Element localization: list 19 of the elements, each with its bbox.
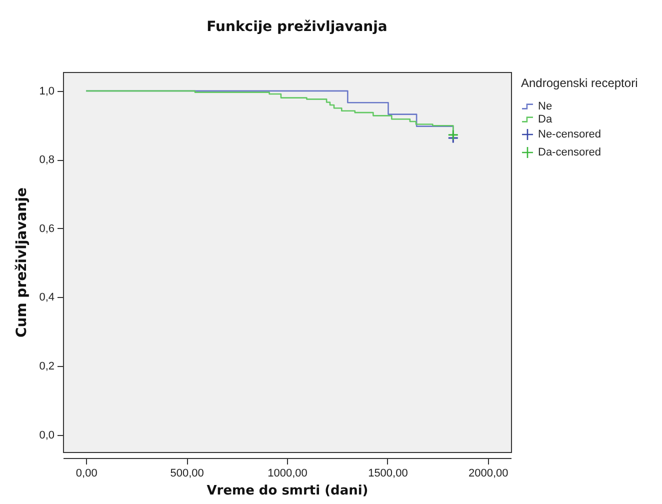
y-tick-label: 0,4: [39, 292, 54, 304]
y-axis-title: Cum preživljavanje: [14, 187, 30, 338]
legend-label: Ne: [538, 100, 552, 112]
x-tick-label: 1000,00: [268, 468, 308, 480]
y-tick-label: 1,0: [39, 85, 54, 98]
y-tick-label: 0,6: [39, 222, 54, 235]
y-tick-label: 0,0: [39, 429, 54, 442]
legend-label: Ne-censored: [538, 128, 601, 140]
y-tick-label: 0,8: [39, 154, 54, 166]
chart-title: Funkcije preživljavanja: [206, 19, 388, 35]
x-tick-label: 1500,00: [368, 468, 408, 480]
legend-label: Da: [538, 114, 553, 126]
x-axis-title: Vreme do smrti (dani): [206, 484, 368, 498]
y-tick-label: 0,2: [39, 360, 54, 373]
x-tick-label: 0,00: [76, 468, 98, 480]
legend-label: Da-censored: [538, 146, 601, 158]
x-tick-label: 500,00: [170, 468, 204, 480]
legend-title: Androgenski receptori: [521, 76, 638, 90]
x-tick-label: 2000,00: [468, 468, 508, 480]
